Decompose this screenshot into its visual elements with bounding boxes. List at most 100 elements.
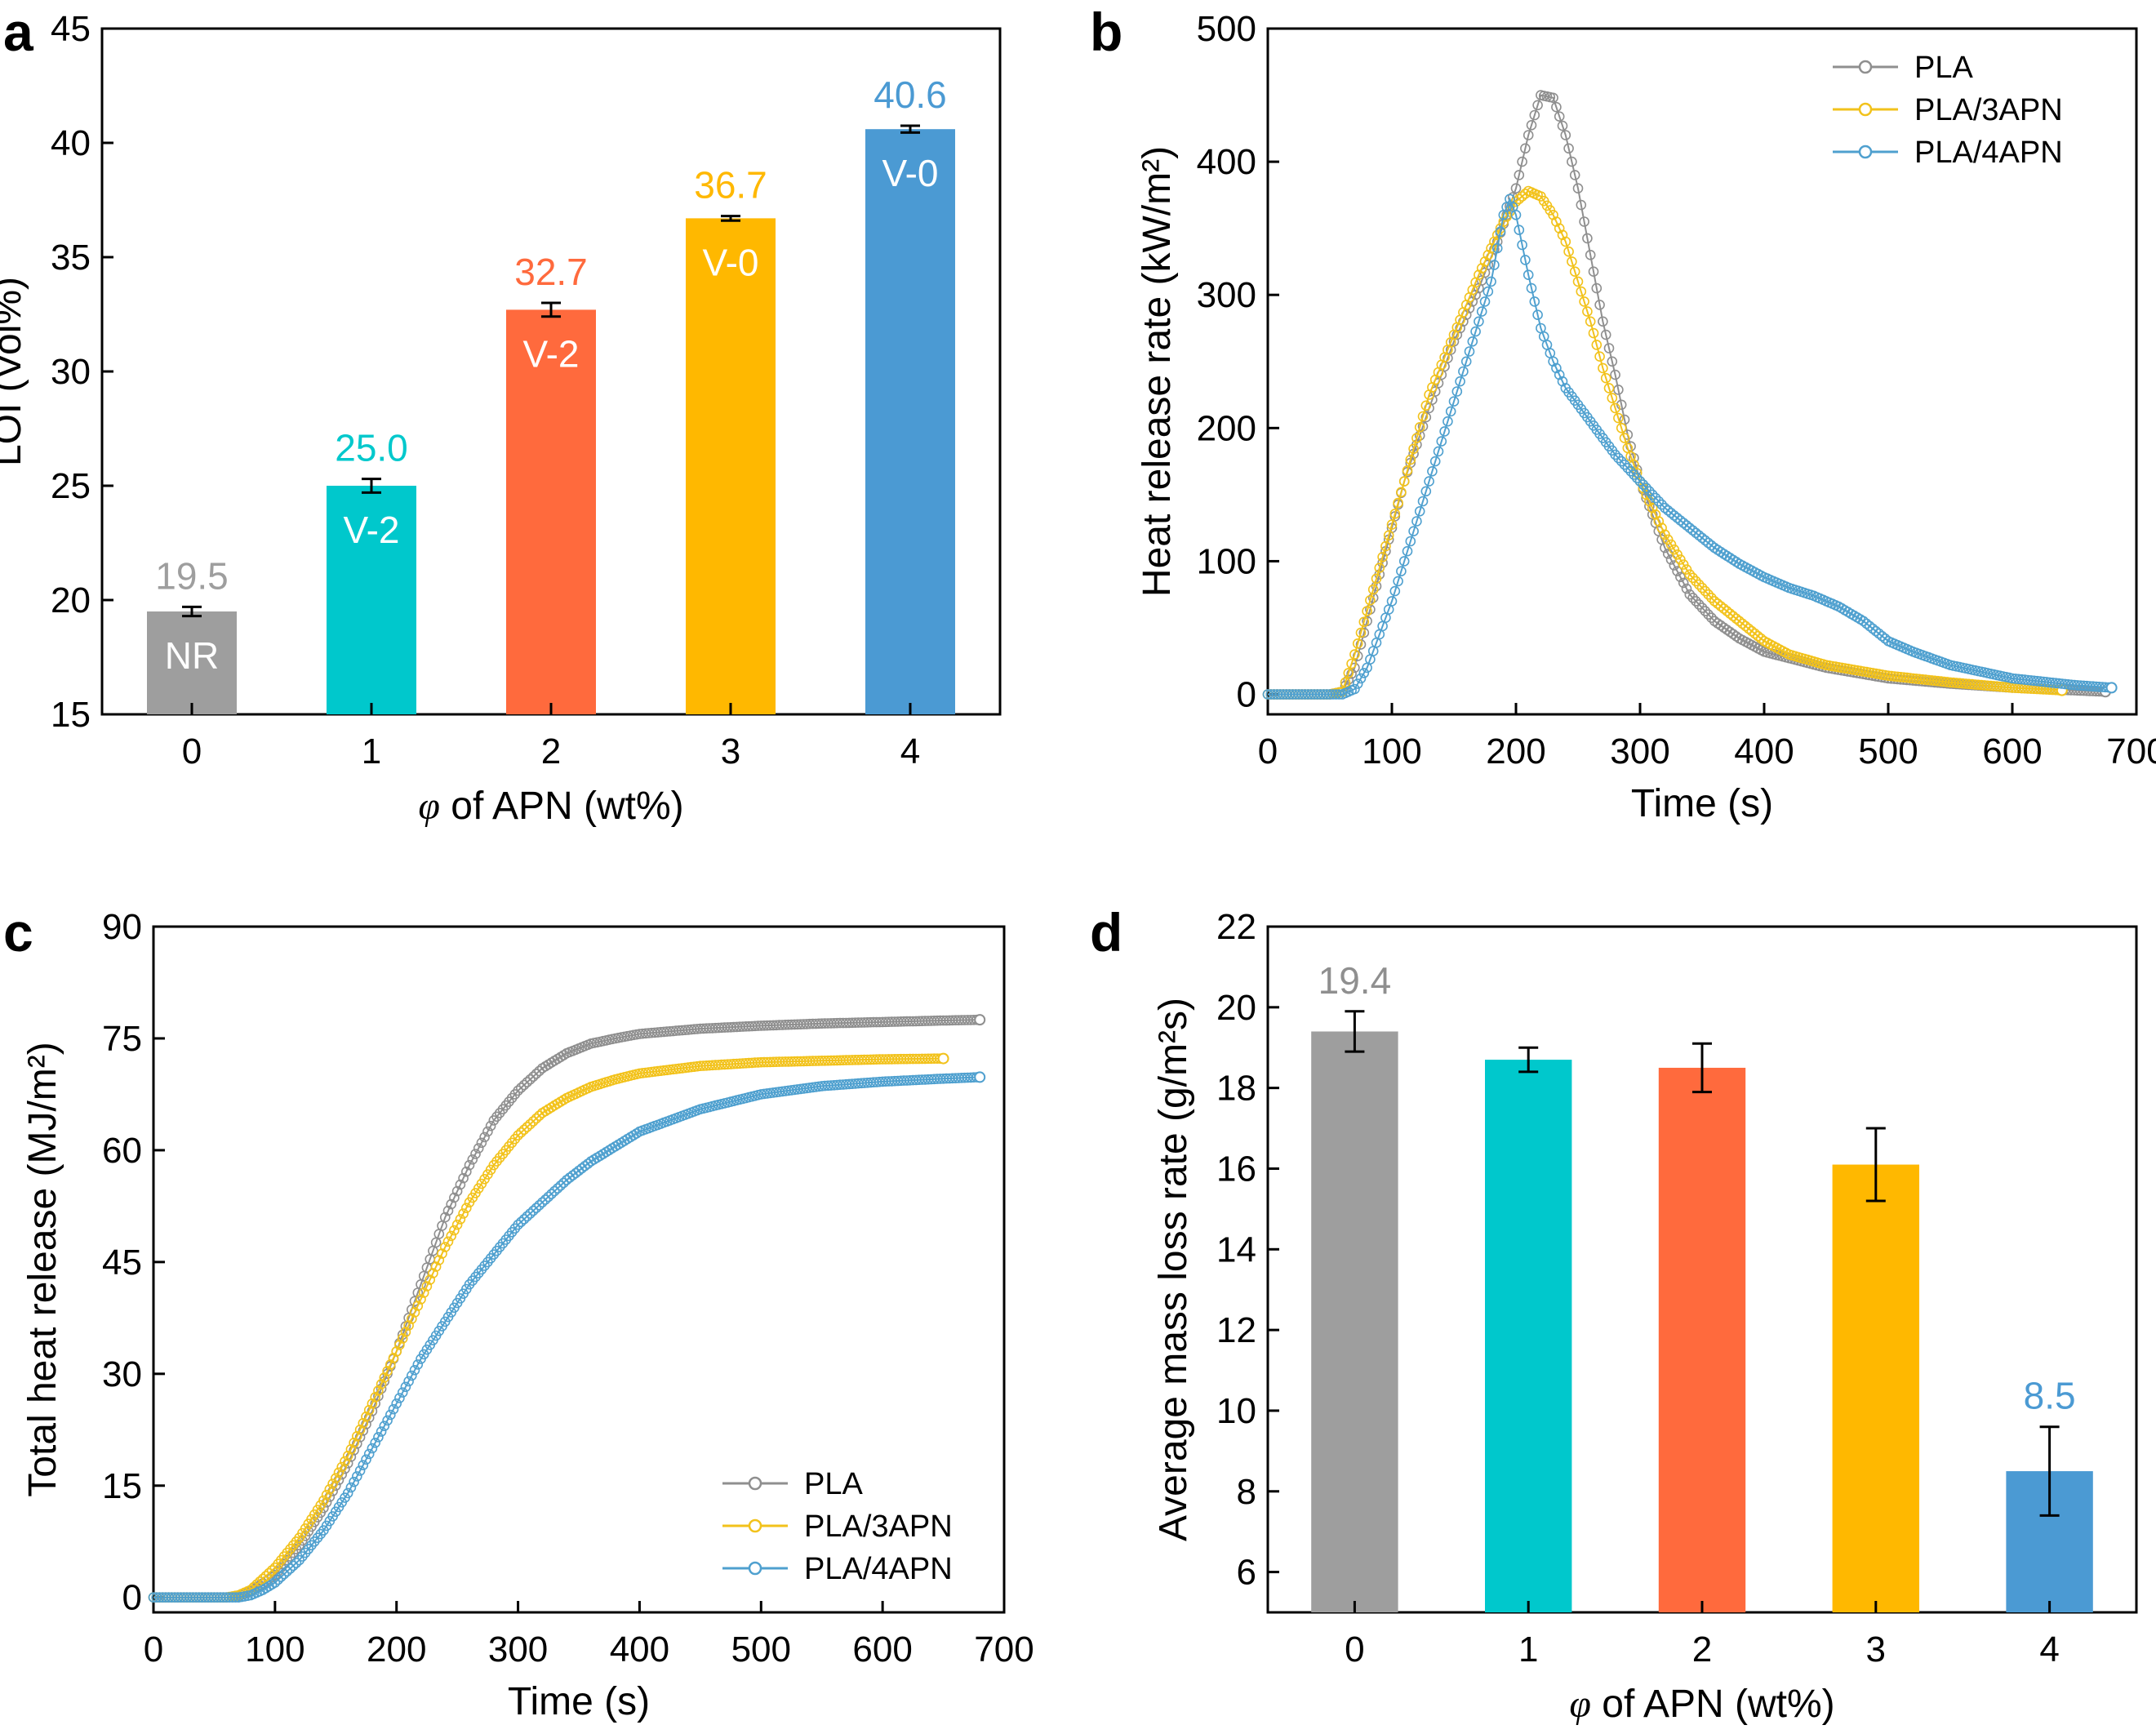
- x-tick-label: 200: [1486, 731, 1545, 771]
- y-tick-label: 16: [1216, 1149, 1256, 1189]
- data-point: [1569, 266, 1580, 278]
- data-point: [1594, 300, 1605, 310]
- x-axis-label: of APN (wt%): [1591, 1683, 1835, 1726]
- data-point: [1551, 101, 1562, 113]
- x-tick-label: 0: [1345, 1630, 1364, 1670]
- x-tick-label: 500: [731, 1630, 791, 1670]
- data-point: [1455, 376, 1465, 387]
- data-point: [522, 1122, 533, 1132]
- data-point: [1523, 130, 1534, 140]
- legend-swatch-marker: [748, 1561, 762, 1576]
- x-tick-label: 100: [1362, 731, 1421, 771]
- x-tick-label: 300: [488, 1630, 548, 1670]
- x-tick-label: 3: [721, 731, 740, 771]
- data-point: [370, 1438, 381, 1448]
- data-point: [345, 1482, 357, 1493]
- data-point: [1678, 577, 1689, 589]
- data-point: [1548, 92, 1558, 104]
- data-point: [1548, 356, 1558, 367]
- data-point: [1693, 530, 1705, 541]
- data-point: [482, 1126, 493, 1137]
- bar: [865, 129, 955, 714]
- data-point: [273, 1574, 283, 1585]
- data-point: [1551, 362, 1562, 374]
- series-pla-4apn: [1262, 193, 2118, 700]
- data-point: [1675, 571, 1686, 583]
- data-point: [1681, 520, 1692, 531]
- data-point: [1520, 255, 1531, 265]
- data-point: [1560, 236, 1571, 247]
- data-point: [2105, 682, 2118, 694]
- bar: [686, 218, 776, 714]
- y-tick-label: 40: [51, 123, 91, 163]
- y-tick-label: 400: [1197, 142, 1256, 182]
- y-tick-label: 500: [1197, 9, 1256, 49]
- data-point: [1396, 487, 1407, 498]
- data-point: [324, 1484, 336, 1495]
- data-point: [1656, 522, 1667, 534]
- data-point: [1576, 199, 1587, 211]
- data-point: [1691, 527, 1701, 539]
- data-point: [394, 1393, 405, 1403]
- data-point: [1603, 343, 1615, 353]
- data-point: [1864, 620, 1875, 632]
- data-point: [1417, 496, 1429, 507]
- data-point: [354, 1425, 366, 1435]
- data-point: [1405, 454, 1416, 465]
- data-point: [1408, 443, 1419, 455]
- data-point: [1514, 170, 1525, 180]
- data-point: [451, 1219, 463, 1230]
- data-point: [1526, 282, 1537, 294]
- plot-frame: [1266, 27, 2138, 716]
- data-point: [549, 1185, 560, 1197]
- data-point: [1722, 606, 1732, 616]
- data-point: [1491, 229, 1503, 241]
- data-point: [531, 1203, 542, 1213]
- y-tick-label: 0: [122, 1578, 142, 1618]
- data-point: [1613, 412, 1624, 424]
- data-point: [406, 1370, 417, 1381]
- rating-label: NR: [165, 634, 219, 677]
- data-point: [1867, 623, 1878, 634]
- y-tick-label: 15: [102, 1466, 142, 1506]
- data-point: [1451, 329, 1463, 340]
- data-point: [470, 1149, 481, 1159]
- data-point: [340, 1456, 350, 1467]
- data-point: [449, 1225, 460, 1236]
- data-point: [1634, 476, 1646, 487]
- bar: [1832, 1164, 1919, 1612]
- data-point: [412, 1359, 424, 1370]
- x-axis-title: φ of APN (wt%): [1569, 1683, 1834, 1726]
- data-point: [1429, 456, 1441, 467]
- data-point: [1724, 608, 1736, 620]
- data-point: [1684, 522, 1696, 534]
- data-point: [1662, 505, 1674, 516]
- y-tick-label: 6: [1237, 1553, 1256, 1593]
- data-point: [460, 1203, 472, 1213]
- data-point: [1582, 306, 1593, 317]
- data-point: [1631, 473, 1643, 483]
- series-pla-4apn: [148, 1071, 986, 1603]
- data-point: [1681, 564, 1692, 575]
- data-point: [1358, 668, 1370, 678]
- data-point: [458, 1172, 469, 1184]
- legend-label: PLA: [804, 1467, 863, 1501]
- data-point: [278, 1568, 290, 1580]
- chart-a-loi: 15 20 25 30 35 40 45 0 19.5 NR 1 25.0 V-2 2 32.7 V-2 3 36…: [0, 9, 1002, 828]
- data-point: [382, 1366, 393, 1376]
- data-point: [1411, 433, 1422, 443]
- data-point: [260, 1571, 272, 1581]
- series-line: [1268, 94, 2106, 696]
- data-point: [1591, 340, 1603, 350]
- data-point: [1358, 627, 1370, 638]
- data-point: [1579, 296, 1589, 307]
- data-point: [428, 1268, 438, 1278]
- data-point: [1520, 143, 1531, 154]
- y-tick-label: 12: [1216, 1310, 1256, 1350]
- data-point: [1598, 362, 1608, 374]
- data-point: [473, 1143, 484, 1154]
- rating-label: V-2: [343, 509, 399, 551]
- y-tick-label: 25: [51, 466, 91, 506]
- data-point: [1557, 376, 1568, 387]
- data-point: [937, 1052, 949, 1065]
